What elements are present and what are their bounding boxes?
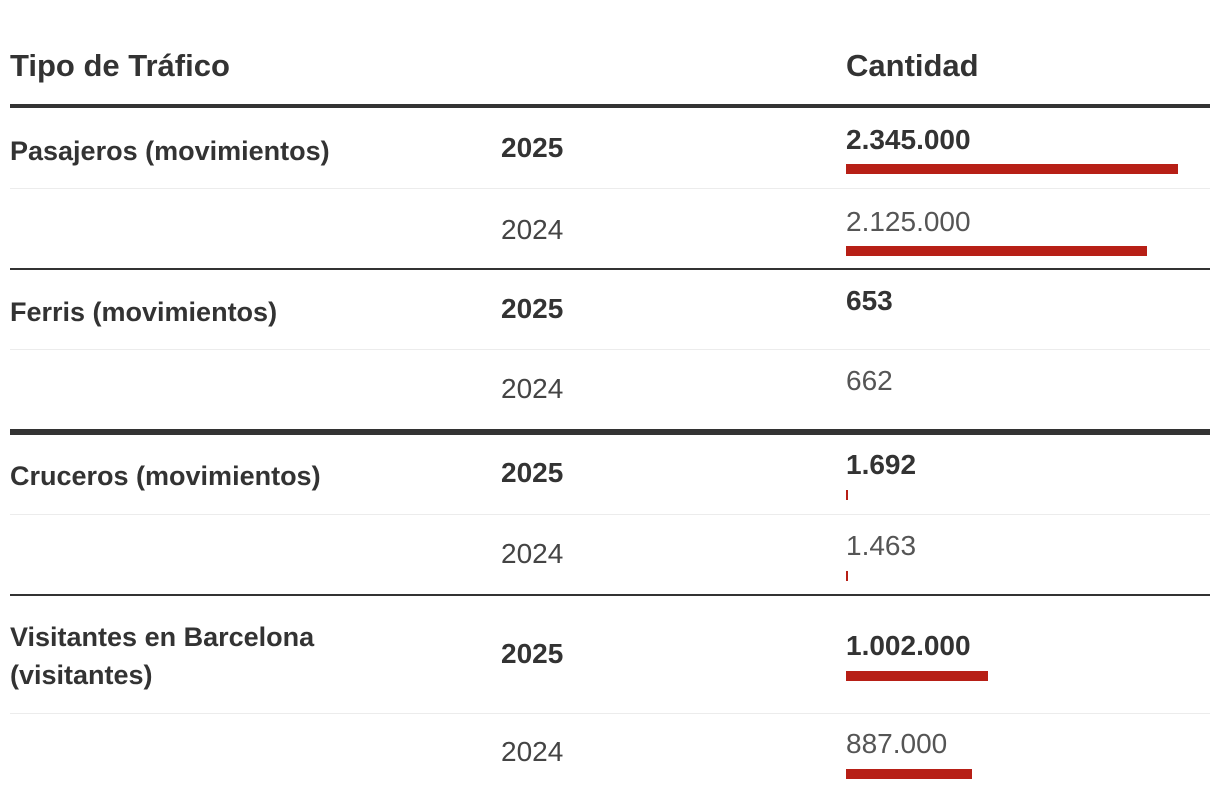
value-bar bbox=[846, 164, 1178, 174]
row-label: Cruceros (movimientos) bbox=[10, 461, 321, 491]
table-row: Pasajeros (movimientos) 2025 2.345.000 bbox=[10, 108, 1210, 189]
header-type: Tipo de Tráfico bbox=[10, 48, 230, 83]
table-row: 2024 887.000 bbox=[10, 714, 1210, 802]
row-label: Visitantes en Barcelona (visitantes) bbox=[10, 622, 315, 690]
value-bar bbox=[846, 671, 988, 681]
row-year: 2025 bbox=[501, 457, 564, 488]
row-year: 2024 bbox=[501, 736, 564, 767]
row-year: 2025 bbox=[501, 132, 564, 163]
row-year: 2025 bbox=[501, 638, 564, 669]
row-value: 2.345.000 bbox=[846, 124, 971, 155]
row-value: 653 bbox=[846, 285, 893, 316]
value-bar bbox=[846, 490, 848, 500]
row-value: 1.692 bbox=[846, 449, 917, 480]
row-year: 2024 bbox=[501, 538, 564, 569]
row-label: Pasajeros (movimientos) bbox=[10, 136, 330, 166]
row-value: 1.463 bbox=[846, 530, 917, 561]
row-value: 887.000 bbox=[846, 728, 948, 759]
header-quantity: Cantidad bbox=[846, 48, 979, 83]
row-year: 2025 bbox=[501, 293, 564, 324]
value-bar bbox=[846, 769, 972, 779]
table-row: Cruceros (movimientos) 2025 1.692 bbox=[10, 435, 1210, 515]
table-row: Ferris (movimientos) 2025 653 bbox=[10, 270, 1210, 350]
table-row: Visitantes en Barcelona (visitantes) 202… bbox=[10, 596, 1210, 714]
traffic-table: Tipo de Tráfico Cantidad Pasajeros (movi… bbox=[10, 0, 1210, 802]
value-bar bbox=[846, 246, 1147, 256]
row-value: 2.125.000 bbox=[846, 206, 971, 237]
row-value: 662 bbox=[846, 365, 893, 396]
row-value: 1.002.000 bbox=[846, 630, 971, 661]
table-row: 2024 1.463 bbox=[10, 515, 1210, 596]
row-year: 2024 bbox=[501, 214, 564, 245]
table-row: 2024 2.125.000 bbox=[10, 189, 1210, 270]
table-header: Tipo de Tráfico Cantidad bbox=[10, 0, 1210, 108]
table-row: 2024 662 bbox=[10, 350, 1210, 435]
row-label: Ferris (movimientos) bbox=[10, 297, 278, 327]
row-year: 2024 bbox=[501, 373, 564, 404]
value-bar bbox=[846, 571, 848, 581]
